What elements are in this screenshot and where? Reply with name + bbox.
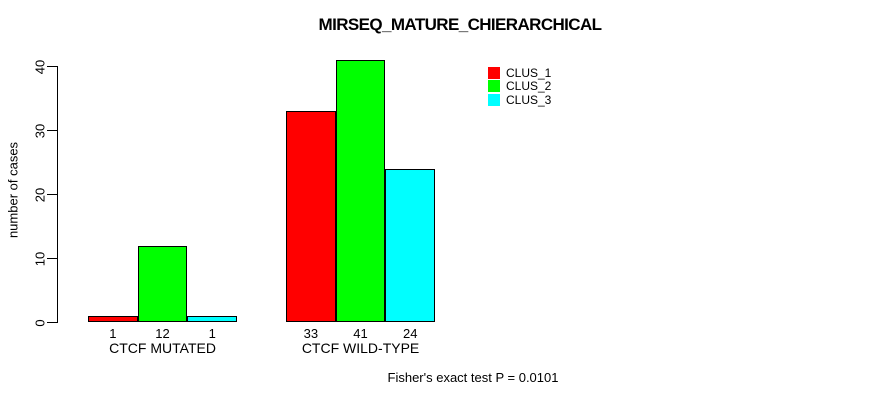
legend-swatch-clus_1: [488, 67, 500, 79]
chart-title: MIRSEQ_MATURE_CHIERARCHICAL: [318, 15, 602, 34]
bar-value-label: 1: [208, 326, 216, 341]
bar-ctcf-mutated-clus_3: [187, 316, 238, 323]
y-tick-label: 40: [32, 59, 48, 74]
y-tick-mark: [47, 322, 57, 323]
bar-ctcf-mutated-clus_1: [88, 316, 138, 323]
bar-ctcf-mutated-clus_2: [137, 245, 188, 323]
bar-ctcf-wild-type-clus_3: [385, 168, 436, 323]
legend-label-clus_1: CLUS_1: [506, 66, 552, 80]
y-tick-label: 30: [32, 123, 48, 138]
bar-ctcf-wild-type-clus_1: [286, 111, 336, 323]
y-tick-label: 10: [32, 251, 48, 266]
y-tick-label: 0: [32, 318, 48, 327]
bar-value-label: 33: [303, 326, 319, 341]
bar-value-label: 1: [109, 326, 117, 341]
bar-ctcf-wild-type-clus_2: [335, 60, 386, 323]
bar-value-label: 24: [403, 326, 418, 341]
y-tick-mark: [47, 130, 57, 131]
category-label-ctcf-mutated: CTCF MUTATED: [109, 340, 216, 356]
y-tick-mark: [47, 66, 57, 67]
y-axis-line: [57, 66, 58, 323]
y-tick-mark: [47, 258, 57, 259]
y-tick-mark: [47, 194, 57, 195]
footer-annotation: Fisher's exact test P = 0.0101: [387, 370, 559, 385]
bar-value-label: 41: [353, 326, 368, 341]
legend-swatch-clus_3: [488, 93, 500, 106]
legend-swatch-clus_2: [488, 80, 500, 93]
category-label-ctcf-wild-type: CTCF WILD-TYPE: [301, 340, 420, 356]
legend-label-clus_2: CLUS_2: [506, 79, 552, 94]
y-axis-title: number of cases: [5, 141, 21, 239]
bar-value-label: 12: [155, 326, 170, 341]
legend-label-clus_3: CLUS_3: [506, 92, 552, 107]
y-tick-label: 20: [32, 187, 48, 202]
